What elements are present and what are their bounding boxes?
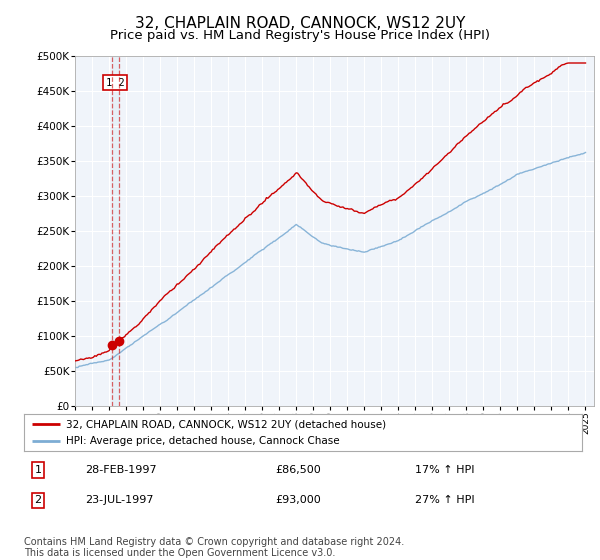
Text: 2: 2 xyxy=(34,496,41,506)
Text: 32, CHAPLAIN ROAD, CANNOCK, WS12 2UY (detached house): 32, CHAPLAIN ROAD, CANNOCK, WS12 2UY (de… xyxy=(66,419,386,429)
Bar xyxy=(112,56,119,406)
Text: 28-FEB-1997: 28-FEB-1997 xyxy=(85,465,157,475)
Text: 1: 1 xyxy=(34,465,41,475)
Text: £93,000: £93,000 xyxy=(275,496,321,506)
Text: 32, CHAPLAIN ROAD, CANNOCK, WS12 2UY: 32, CHAPLAIN ROAD, CANNOCK, WS12 2UY xyxy=(135,16,465,31)
Text: 27% ↑ HPI: 27% ↑ HPI xyxy=(415,496,474,506)
Text: Contains HM Land Registry data © Crown copyright and database right 2024.
This d: Contains HM Land Registry data © Crown c… xyxy=(24,536,404,558)
Text: Price paid vs. HM Land Registry's House Price Index (HPI): Price paid vs. HM Land Registry's House … xyxy=(110,29,490,42)
Text: 23-JUL-1997: 23-JUL-1997 xyxy=(85,496,154,506)
Text: 17% ↑ HPI: 17% ↑ HPI xyxy=(415,465,474,475)
Text: £86,500: £86,500 xyxy=(275,465,321,475)
Text: HPI: Average price, detached house, Cannock Chase: HPI: Average price, detached house, Cann… xyxy=(66,436,340,446)
Text: 1 2: 1 2 xyxy=(106,78,125,87)
